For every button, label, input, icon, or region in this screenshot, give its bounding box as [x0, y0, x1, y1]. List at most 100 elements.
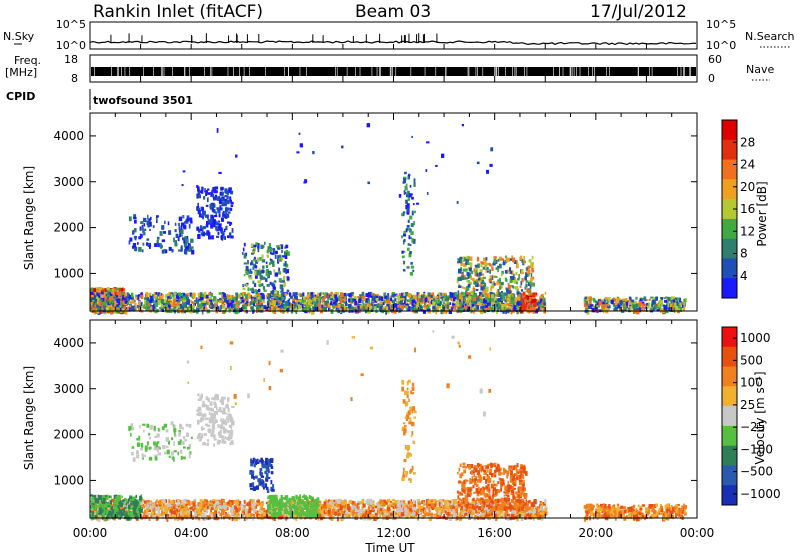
range-cell: [94, 304, 97, 308]
range-cell: [182, 299, 187, 303]
range-cell: [516, 300, 520, 306]
range-cell: [120, 292, 124, 295]
range-cell: [440, 301, 442, 304]
range-cell: [408, 306, 411, 311]
range-cell: [119, 288, 122, 292]
range-cell: [327, 506, 329, 509]
range-cell: [243, 262, 248, 265]
range-cell: [544, 304, 547, 308]
range-cell: [410, 265, 415, 269]
range-cell: [437, 299, 441, 304]
range-cell: [504, 277, 508, 282]
range-cell: [491, 275, 494, 281]
range-cell: [280, 258, 282, 262]
range-cell: [286, 289, 290, 292]
range-cell: [322, 297, 325, 302]
range-cell: [521, 272, 525, 275]
range-cell: [279, 301, 283, 305]
range-cell: [517, 296, 521, 301]
colorbar-segment: [722, 218, 737, 240]
range-cell: [472, 287, 476, 291]
range-cell: [664, 300, 668, 303]
range-cell: [212, 296, 216, 301]
range-cell: [663, 297, 666, 300]
range-cell: [131, 306, 134, 311]
range-cell: [169, 302, 173, 306]
range-cell: [277, 247, 281, 250]
range-cell: [513, 305, 517, 311]
range-cell: [218, 223, 222, 227]
range-cell: [330, 511, 333, 516]
range-cell: [127, 307, 130, 311]
range-cell: [585, 306, 588, 309]
range-cell: [215, 197, 219, 201]
range-cell: [200, 190, 202, 193]
range-cell: [128, 240, 131, 245]
range-cell: [398, 515, 402, 518]
range-cell: [486, 262, 490, 266]
range-cell: [354, 300, 358, 306]
colorbar-segment: [722, 278, 737, 299]
range-cell: [524, 297, 527, 302]
range-cell: [234, 309, 238, 315]
range-cell: [471, 277, 475, 281]
range-cell: [457, 258, 460, 261]
range-cell: [523, 260, 526, 264]
power-ylabel: Slant Range [km]: [22, 166, 36, 270]
range-cell: [210, 191, 214, 197]
range-cell: [401, 235, 403, 239]
range-cell: [529, 285, 532, 290]
range-cell: [409, 300, 412, 305]
range-cell: [405, 229, 408, 233]
range-cell: [150, 216, 152, 220]
range-cell: [229, 199, 232, 203]
range-cell: [480, 263, 483, 268]
range-cell: [132, 308, 136, 312]
range-cell: [331, 502, 335, 505]
range-cell: [196, 185, 199, 188]
range-cell: [441, 293, 444, 296]
range-cell: [246, 310, 248, 314]
range-cell: [348, 304, 352, 309]
range-cell: [167, 298, 171, 302]
range-cell: [379, 511, 384, 516]
range-cell: [210, 302, 213, 306]
range-cell: [398, 293, 402, 297]
range-cell: [486, 294, 489, 298]
range-cell: [668, 297, 671, 302]
range-cell: [293, 307, 298, 311]
range-cell: [482, 266, 486, 270]
range-cell: [174, 229, 177, 233]
y-tick-label: 3000: [53, 175, 84, 189]
range-cell: [152, 306, 155, 312]
range-cell: [605, 303, 609, 307]
range-cell: [271, 290, 275, 295]
range-cell: [502, 309, 505, 314]
range-cell: [480, 294, 482, 299]
range-cell: [402, 305, 406, 308]
range-cell: [407, 243, 410, 246]
range-cell: [332, 301, 336, 305]
range-cell: [601, 308, 604, 312]
range-cell: [277, 255, 279, 261]
range-cell: [457, 300, 460, 305]
range-cell: [309, 293, 312, 298]
range-cell: [524, 297, 528, 300]
range-cell: [210, 306, 213, 309]
range-cell: [413, 182, 416, 187]
colorbar-segment: [722, 179, 737, 200]
range-cell: [200, 297, 204, 301]
range-cell: [521, 511, 525, 516]
range-cell: [180, 293, 183, 298]
range-cell: [396, 301, 399, 304]
range-cell: [633, 300, 637, 304]
range-cell: [292, 292, 296, 296]
range-cell: [303, 301, 307, 305]
range-cell: [314, 297, 318, 301]
range-cell: [167, 296, 171, 301]
range-cell: [257, 280, 261, 283]
range-cell: [426, 305, 430, 310]
range-cell: [99, 290, 102, 296]
range-cell: [167, 302, 170, 306]
range-cell: [474, 264, 478, 268]
